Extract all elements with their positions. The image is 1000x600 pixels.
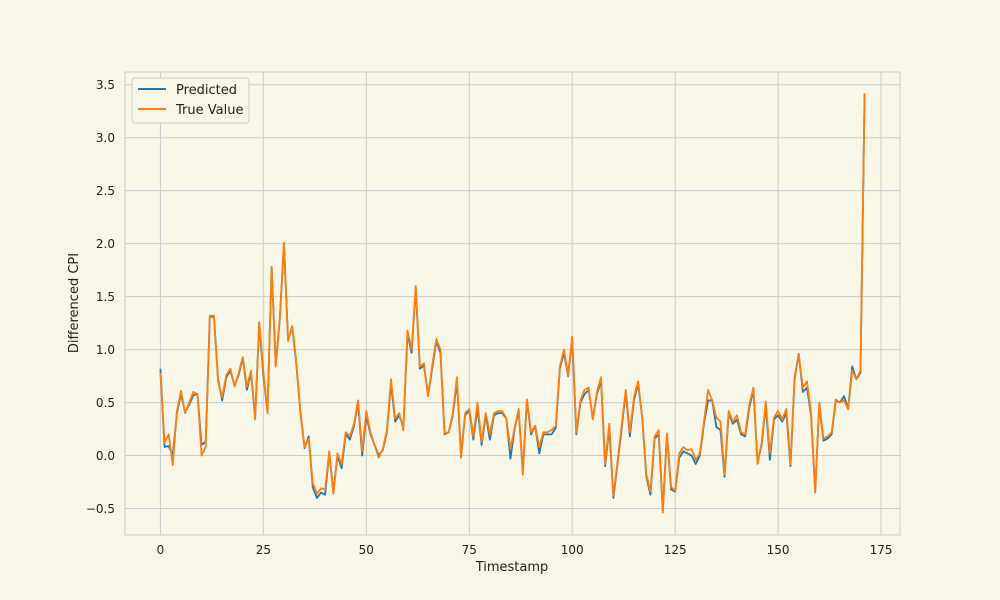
y-tick-label: 3.5	[96, 78, 115, 92]
y-tick-label: 1.0	[96, 343, 115, 357]
x-tick-label: 0	[157, 543, 165, 557]
x-tick-label: 50	[359, 543, 374, 557]
plot-area	[124, 71, 901, 536]
legend-label-true-value: True Value	[175, 103, 243, 118]
y-axis-ticks: −0.5 0.0 0.5 1.0 1.5 2.0 2.5 3.0 3.5	[86, 78, 115, 516]
x-tick-label: 125	[664, 543, 687, 557]
y-axis-label: Differenced CPI	[67, 253, 82, 353]
legend: Predicted True Value	[131, 77, 250, 124]
y-tick-label: 2.5	[96, 184, 115, 198]
x-axis-label: Timestamp	[475, 560, 549, 575]
y-tick-label: 2.0	[96, 237, 115, 251]
x-tick-label: 25	[256, 543, 271, 557]
plot-background	[125, 72, 900, 535]
x-tick-label: 175	[870, 543, 893, 557]
y-tick-label: 0.0	[96, 449, 115, 463]
y-tick-label: 3.0	[96, 131, 115, 145]
x-tick-label: 100	[561, 543, 584, 557]
y-tick-label: 0.5	[96, 396, 115, 410]
plot-frame	[124, 71, 901, 536]
series-line-true-value	[159, 93, 866, 514]
legend-label-predicted: Predicted	[176, 83, 237, 98]
x-axis-ticks: 0 25 50 75 100 125 150 175	[157, 543, 893, 557]
y-tick-label: −0.5	[86, 502, 115, 516]
y-tick-label: 1.5	[96, 290, 115, 304]
series-layer	[159, 93, 866, 514]
x-tick-label: 75	[462, 543, 477, 557]
x-tick-label: 150	[767, 543, 790, 557]
